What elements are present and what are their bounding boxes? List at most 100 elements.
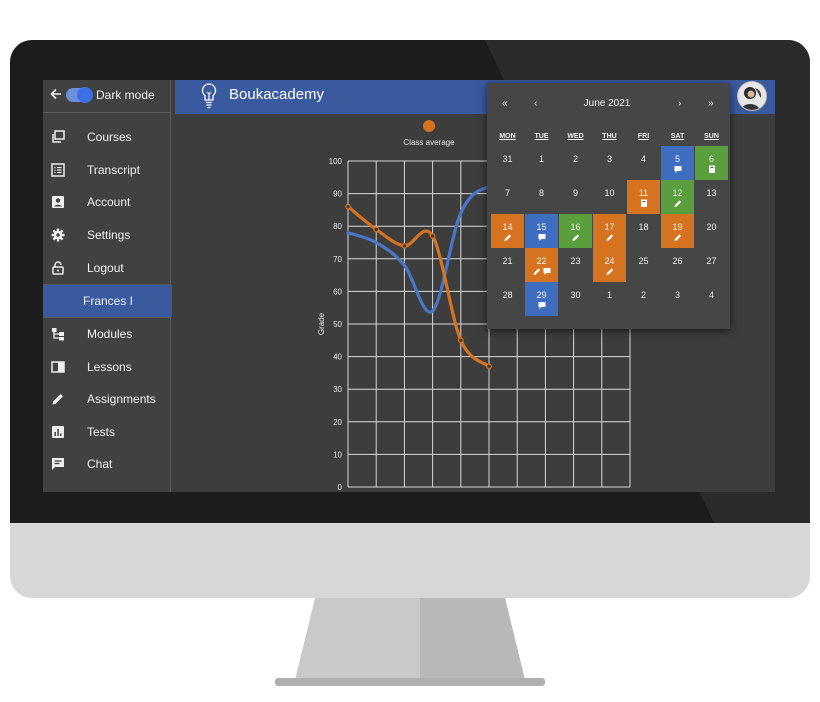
calendar-day[interactable]: 29 — [525, 282, 558, 316]
app-screen: Dark mode Courses Transcript Account — [43, 80, 775, 492]
weekday-header: WED — [567, 133, 584, 140]
calendar-day[interactable]: 8 — [525, 180, 558, 214]
sidebar-item-account[interactable]: Account — [43, 186, 170, 218]
calendar-day[interactable]: 17 — [593, 214, 626, 248]
y-tick-label: 30 — [333, 385, 342, 394]
calendar-day-number: 4 — [640, 154, 646, 164]
y-tick-label: 80 — [333, 222, 342, 231]
calendar-day-number: 30 — [570, 290, 581, 300]
calendar-day[interactable]: 1 — [525, 146, 558, 180]
calendar-day-number: 15 — [536, 222, 547, 232]
calendar-day[interactable]: 25 — [627, 248, 660, 282]
pencil-icon — [606, 234, 614, 241]
sidebar-item-lessons[interactable]: Lessons — [43, 351, 170, 383]
weekday-header: MON — [499, 133, 516, 140]
calendar-day[interactable]: 12 — [661, 180, 694, 214]
sidebar-item-transcript[interactable]: Transcript — [43, 154, 170, 186]
calendar-day-number: 17 — [604, 222, 615, 232]
calendar-month-title[interactable]: June 2021 — [583, 98, 631, 109]
data-point — [373, 226, 380, 233]
sidebar-item-label: Chat — [87, 457, 113, 471]
calendar-day[interactable]: 13 — [695, 180, 728, 214]
dark-mode-toggle[interactable] — [66, 87, 93, 103]
chat-icon — [538, 302, 546, 309]
prev-year-button[interactable]: « — [502, 98, 508, 109]
calendar-day[interactable]: 7 — [491, 180, 524, 214]
calendar-day[interactable]: 22 — [525, 248, 558, 282]
calendar-day[interactable]: 18 — [627, 214, 660, 248]
calendar-day[interactable]: 9 — [559, 180, 592, 214]
sidebar-item-label: Logout — [87, 261, 124, 275]
book-icon — [641, 199, 647, 207]
calendar-event-markers — [695, 165, 728, 174]
sidebar-item-logout[interactable]: Logout — [43, 252, 170, 284]
sidebar-item-settings[interactable]: Settings — [43, 219, 170, 251]
weekday-header: FRI — [637, 133, 650, 140]
sidebar-item-chat[interactable]: Chat — [43, 448, 170, 480]
user-avatar[interactable] — [737, 81, 767, 111]
sidebar-item-assignments[interactable]: Assignments — [43, 383, 170, 415]
calendar-day[interactable]: 4 — [627, 146, 660, 180]
calendar-day[interactable]: 3 — [661, 282, 694, 316]
sidebar-item-label: Frances I — [83, 294, 134, 308]
pencil-icon — [572, 234, 580, 241]
calendar-day[interactable]: 19 — [661, 214, 694, 248]
legend-label: Class average — [403, 138, 455, 147]
calendar-day[interactable]: 1 — [593, 282, 626, 316]
calendar-day-number: 1 — [606, 290, 612, 300]
calendar-day[interactable]: 2 — [627, 282, 660, 316]
calendar-day[interactable]: 5 — [661, 146, 694, 180]
calendar-day[interactable]: 16 — [559, 214, 592, 248]
calendar-day-number: 11 — [638, 188, 649, 198]
calendar-day[interactable]: 23 — [559, 248, 592, 282]
calendar-day[interactable]: 2 — [559, 146, 592, 180]
calendar-day-number: 18 — [638, 222, 649, 232]
sidebar-item-label: Settings — [87, 228, 131, 242]
calendar-event-markers — [661, 233, 694, 242]
calendar-day[interactable]: 10 — [593, 180, 626, 214]
calendar-day[interactable]: 30 — [559, 282, 592, 316]
y-tick-label: 40 — [333, 353, 342, 362]
next-month-button[interactable]: › — [678, 98, 682, 109]
calendar-event-markers — [593, 233, 626, 242]
y-axis-label: Grade — [317, 312, 326, 335]
avatar-icon — [738, 82, 766, 110]
sidebar-item-courses[interactable]: Courses — [43, 121, 170, 153]
sidebar-item-modules[interactable]: Modules — [43, 318, 170, 350]
calendar-day[interactable]: 6 — [695, 146, 728, 180]
back-arrow-icon[interactable] — [49, 87, 63, 101]
calendar-day[interactable]: 21 — [491, 248, 524, 282]
calendar-day[interactable]: 4 — [695, 282, 728, 316]
pencil-icon — [606, 268, 614, 275]
data-point — [401, 242, 408, 249]
calendar-event-markers — [627, 199, 660, 208]
calendar-day-number: 1 — [538, 154, 544, 164]
calendar-day-number: 21 — [502, 256, 513, 266]
calendar-day[interactable]: 31 — [491, 146, 524, 180]
calendar-day[interactable]: 26 — [661, 248, 694, 282]
calendar-popup: « ‹ June 2021 › » MON TUE WED THU FRI SAT SUN 3… — [487, 83, 730, 329]
gear-icon — [51, 228, 65, 242]
next-year-button[interactable]: » — [708, 98, 714, 109]
calendar-day[interactable]: 20 — [695, 214, 728, 248]
book-icon — [709, 165, 715, 173]
data-point — [486, 363, 492, 370]
calendar-day-number: 26 — [672, 256, 683, 266]
calendar-day[interactable]: 24 — [593, 248, 626, 282]
calendar-day[interactable]: 11 — [627, 180, 660, 214]
calendar-day[interactable]: 14 — [491, 214, 524, 248]
calendar-day[interactable]: 28 — [491, 282, 524, 316]
sidebar-item-course-frances[interactable]: Frances I — [43, 285, 174, 317]
sidebar-item-tests[interactable]: Tests — [43, 416, 170, 448]
calendar-day-number: 12 — [672, 188, 683, 198]
prev-month-button[interactable]: ‹ — [534, 98, 538, 109]
calendar-day[interactable]: 27 — [695, 248, 728, 282]
calendar-day-number: 25 — [638, 256, 649, 266]
calendar-day-number: 31 — [502, 154, 513, 164]
calendar-day-number: 20 — [706, 222, 717, 232]
sidebar-item-label: Transcript — [87, 163, 140, 177]
data-point — [429, 233, 436, 239]
calendar-day[interactable]: 3 — [593, 146, 626, 180]
calendar-day[interactable]: 15 — [525, 214, 558, 248]
chat-icon — [52, 458, 64, 470]
